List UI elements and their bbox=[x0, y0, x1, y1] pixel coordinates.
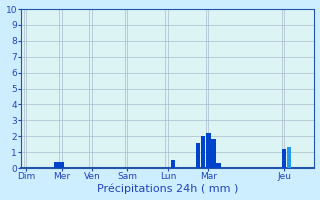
Bar bbox=[211, 139, 216, 168]
Bar bbox=[60, 162, 64, 168]
Bar bbox=[282, 149, 286, 168]
Bar bbox=[287, 147, 292, 168]
X-axis label: Précipitations 24h ( mm ): Précipitations 24h ( mm ) bbox=[97, 184, 238, 194]
Bar bbox=[201, 136, 205, 168]
Bar bbox=[171, 160, 175, 168]
Bar bbox=[54, 162, 59, 168]
Bar bbox=[206, 133, 211, 168]
Bar bbox=[216, 163, 221, 168]
Bar bbox=[196, 143, 200, 168]
